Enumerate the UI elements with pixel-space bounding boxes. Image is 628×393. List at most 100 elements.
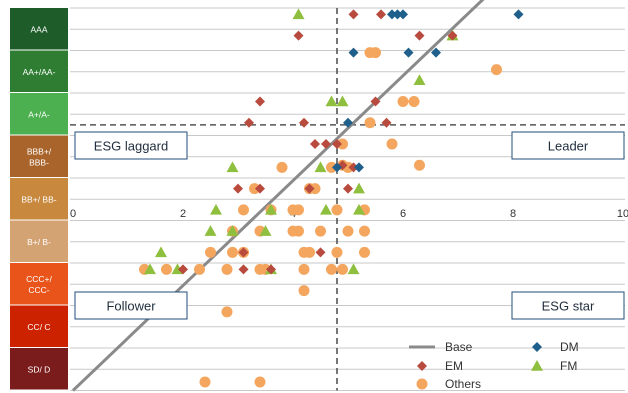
- dm-point: [513, 9, 524, 20]
- dm-point: [332, 162, 342, 173]
- rating-band: [10, 178, 68, 220]
- quadrant-label-leader-box: [511, 131, 625, 160]
- dm-point: [354, 162, 364, 173]
- fm-point: [353, 182, 365, 194]
- others-point: [359, 246, 370, 258]
- others-point: [276, 161, 288, 173]
- quadrant-label-esg-star-box: [511, 291, 625, 320]
- em-point: [447, 30, 458, 41]
- dm-point: [343, 117, 353, 128]
- rating-label: BB+/ BB-: [21, 194, 56, 204]
- others-point: [221, 263, 233, 275]
- rating-label: B+/ B-: [27, 237, 51, 247]
- legend-em-swatch: [417, 361, 427, 371]
- others-point: [359, 225, 370, 237]
- em-point: [255, 96, 265, 107]
- others-point: [331, 246, 343, 258]
- em-point: [238, 264, 249, 275]
- quadrant-label-leader: Leader: [548, 139, 589, 154]
- em-point: [348, 162, 359, 173]
- others-point: [337, 138, 348, 150]
- others-point: [238, 204, 249, 216]
- others-point: [386, 138, 398, 150]
- em-point: [299, 117, 309, 128]
- legend-dm-label: DM: [560, 340, 579, 354]
- x-tick-label: 6: [400, 208, 406, 220]
- em-point: [233, 183, 243, 194]
- others-point: [293, 204, 304, 216]
- rating-label: AA+/AA-: [23, 67, 56, 77]
- legend-em-label: EM: [445, 359, 463, 373]
- others-point: [397, 96, 409, 107]
- fm-point: [325, 95, 338, 107]
- legend-others-swatch: [416, 378, 428, 390]
- em-point: [178, 264, 188, 275]
- others-point: [205, 246, 216, 258]
- others-point: [364, 117, 376, 129]
- em-point: [348, 9, 359, 20]
- quadrant-label-esg-laggard: ESG laggard: [94, 139, 168, 154]
- others-point: [408, 96, 420, 107]
- rating-band: [10, 8, 68, 50]
- rating-band: [10, 50, 68, 92]
- fm-point: [413, 74, 426, 86]
- rating-band: [10, 305, 68, 347]
- fm-point: [314, 161, 327, 173]
- others-point: [315, 225, 326, 237]
- rating-band: [10, 348, 68, 390]
- others-point: [227, 246, 238, 258]
- fm-point: [144, 263, 156, 275]
- dm-point: [387, 9, 397, 20]
- others-point: [199, 376, 211, 388]
- fm-point: [292, 8, 305, 20]
- em-point: [414, 30, 425, 41]
- x-tick-label: 10: [617, 208, 628, 220]
- dm-point: [403, 47, 414, 58]
- fm-point: [226, 225, 239, 236]
- others-point: [326, 161, 337, 173]
- em-point: [304, 183, 315, 194]
- legend-others-label: Others: [445, 377, 481, 391]
- em-point: [332, 139, 342, 149]
- rating-band: [10, 135, 68, 177]
- rating-label: BBB+/: [27, 146, 52, 156]
- rating-band: [10, 263, 68, 305]
- em-point: [343, 183, 353, 194]
- dm-point: [348, 47, 359, 58]
- legend-fm-swatch: [531, 360, 543, 371]
- quadrant-label-esg-laggard-box: [74, 131, 188, 160]
- rating-band: [10, 220, 68, 262]
- em-point: [381, 117, 392, 128]
- fm-point: [226, 161, 239, 173]
- fm-point: [204, 225, 217, 236]
- others-point: [491, 64, 502, 76]
- others-point: [298, 285, 310, 297]
- em-point: [376, 9, 386, 20]
- fm-point: [353, 203, 365, 215]
- fm-point: [347, 263, 360, 275]
- others-point: [414, 159, 425, 171]
- em-point: [321, 139, 331, 149]
- dm-point: [398, 9, 408, 20]
- x-tick-label: 0: [70, 208, 76, 220]
- fm-point: [210, 203, 222, 215]
- em-point: [255, 183, 265, 194]
- rating-label: CC/ C: [27, 322, 50, 332]
- rating-label: BBB-: [29, 157, 49, 167]
- em-point: [310, 139, 320, 149]
- legend-base-label: Base: [445, 340, 473, 354]
- quadrant-label-follower-box: [74, 291, 188, 320]
- others-point: [331, 204, 343, 216]
- rating-band: [10, 93, 68, 135]
- em-point: [266, 264, 276, 275]
- dm-point: [392, 9, 403, 20]
- quadrant-label-esg-star: ESG star: [542, 299, 595, 314]
- em-point: [244, 117, 254, 128]
- others-point: [304, 246, 315, 258]
- em-point: [238, 247, 249, 258]
- rating-label: AAA: [30, 24, 47, 34]
- legend-dm-swatch: [532, 342, 542, 352]
- rating-label: SD/ D: [28, 364, 51, 374]
- rating-label: CCC-: [28, 285, 49, 295]
